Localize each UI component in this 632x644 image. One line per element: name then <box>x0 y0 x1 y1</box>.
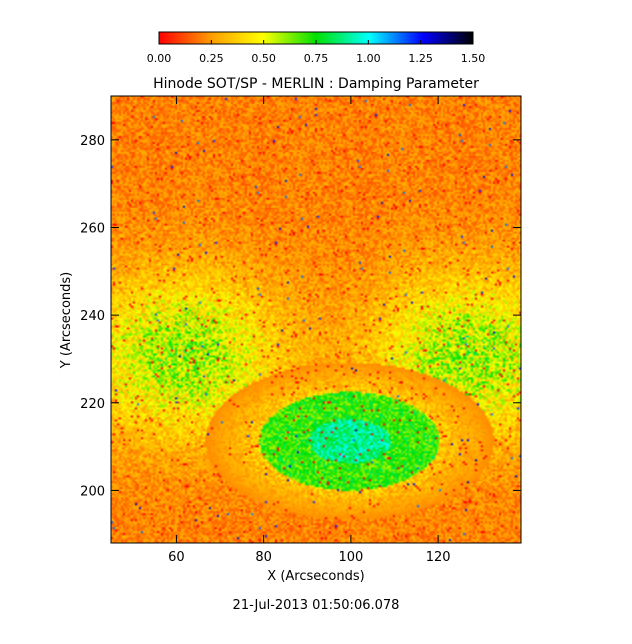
y-axis-label: Y (Arcseconds) <box>59 272 74 369</box>
y-axis: 200 220 240 260 280 <box>80 134 521 499</box>
colorbar-tick-label: 0.75 <box>304 52 329 65</box>
x-tick-label: 100 <box>338 550 363 565</box>
x-tick-label: 120 <box>426 550 451 565</box>
colorbar-tick-label: 1.50 <box>461 52 486 65</box>
x-axis: 60 80 100 120 <box>168 96 451 565</box>
colorbar-tick-label: 0.00 <box>147 52 172 65</box>
x-tick-label: 80 <box>255 550 272 565</box>
colorbar-tick-label: 1.00 <box>356 52 381 65</box>
y-tick-label: 220 <box>80 397 105 412</box>
plot-frame <box>110 95 522 544</box>
x-axis-label: X (Arcseconds) <box>267 569 364 584</box>
heatmap-image <box>111 96 521 543</box>
chart-title: Hinode SOT/SP - MERLIN : Damping Paramet… <box>153 76 479 92</box>
x-tick-label: 60 <box>168 550 185 565</box>
heatmap-raster <box>111 96 521 543</box>
timestamp: 21-Jul-2013 01:50:06.078 <box>233 598 400 613</box>
y-tick-label: 260 <box>80 221 105 236</box>
colorbar-tick-label: 1.25 <box>408 52 433 65</box>
y-tick-label: 240 <box>80 309 105 324</box>
y-tick-label: 200 <box>80 484 105 499</box>
colorbar-tick-label: 0.25 <box>199 52 224 65</box>
colorbar-tick-label: 0.50 <box>251 52 276 65</box>
colorbar-ticks: 0.00 0.25 0.50 0.75 1.00 1.25 1.50 <box>147 40 486 65</box>
y-tick-label: 280 <box>80 134 105 149</box>
